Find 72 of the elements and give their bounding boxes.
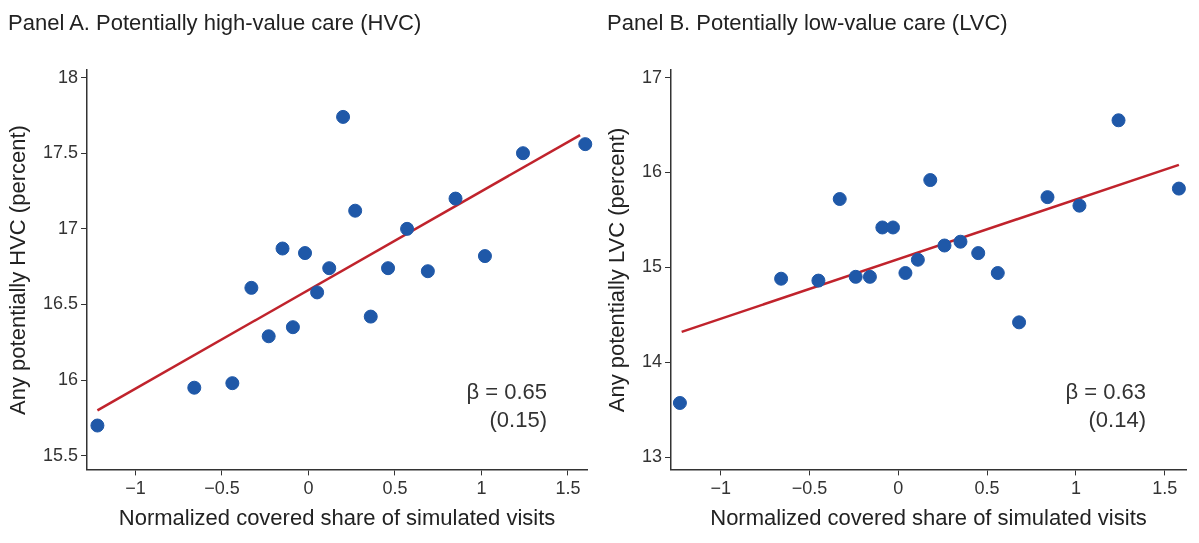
point: [515, 146, 530, 161]
point: [90, 418, 105, 433]
point: [275, 241, 290, 256]
point: [298, 246, 313, 261]
y-tick-label: 16.5: [42, 293, 79, 314]
point: [244, 280, 259, 295]
x-tick-label: −0.5: [791, 478, 828, 499]
x-tick-label: 0: [893, 478, 904, 499]
point: [1111, 113, 1126, 128]
annotation: β = 0.65: [466, 379, 547, 406]
point: [477, 249, 492, 264]
y-tick-label: 15: [641, 256, 663, 277]
point: [937, 238, 952, 253]
y-tick-label: 18: [58, 66, 79, 87]
y-tick-label: 17.5: [42, 142, 79, 163]
x-tick-label: 1.5: [555, 478, 581, 499]
point: [381, 261, 396, 276]
y-tick-label: 16: [58, 369, 79, 390]
x-tick-label: 1: [1070, 478, 1081, 499]
point: [363, 309, 378, 324]
point: [774, 271, 789, 286]
x-tick-label: 1.5: [1152, 478, 1178, 499]
point: [322, 261, 337, 276]
point: [910, 252, 925, 267]
x-tick-label: −1: [710, 478, 732, 499]
chart-title: Panel A. Potentially high-value care (HVC): [8, 10, 422, 36]
point: [1072, 198, 1087, 213]
x-tick-label: −1: [125, 478, 146, 499]
point: [862, 269, 877, 284]
point: [898, 266, 913, 281]
y-tick-label: 15.5: [42, 444, 79, 465]
point: [348, 203, 363, 218]
x-tick-label: 0.5: [974, 478, 1000, 499]
point: [953, 234, 968, 249]
point: [1040, 190, 1055, 205]
annotation: (0.15): [489, 407, 547, 434]
y-tick-label: 17: [641, 66, 663, 87]
y-tick-label: 13: [641, 446, 663, 467]
point: [971, 246, 986, 261]
point: [400, 221, 415, 236]
y-axis-title: Any potentially HVC (percent): [5, 124, 31, 415]
point: [448, 191, 463, 206]
point: [420, 264, 435, 279]
y-tick-label: 16: [641, 161, 663, 182]
point: [578, 137, 593, 152]
point: [1012, 315, 1027, 330]
x-tick-label: −0.5: [204, 478, 240, 499]
point: [1171, 181, 1186, 196]
x-axis-title: Normalized covered share of simulated visits: [710, 505, 1147, 531]
y-tick-label: 14: [641, 351, 663, 372]
x-tick-label: 1: [476, 478, 487, 499]
x-axis-title: Normalized covered share of simulated visits: [118, 505, 556, 531]
x-tick-label: 0: [303, 478, 314, 499]
point: [672, 395, 687, 410]
annotation: (0.14): [1088, 407, 1146, 434]
point: [923, 173, 938, 188]
chart-title: Panel B. Potentially low-value care (LVC): [607, 10, 1008, 36]
point: [261, 329, 276, 344]
annotation: β = 0.63: [1065, 379, 1146, 406]
point: [225, 376, 240, 391]
point: [310, 285, 325, 300]
point: [811, 273, 826, 288]
point: [832, 192, 847, 207]
x-tick-label: 0.5: [382, 478, 408, 499]
y-tick-label: 17: [58, 217, 79, 238]
point: [886, 220, 900, 235]
point: [285, 320, 300, 335]
point: [336, 109, 351, 124]
point: [187, 380, 202, 395]
point: [990, 266, 1005, 281]
point: [848, 269, 863, 284]
y-axis-title: Any potentially LVC (percent): [604, 127, 630, 412]
